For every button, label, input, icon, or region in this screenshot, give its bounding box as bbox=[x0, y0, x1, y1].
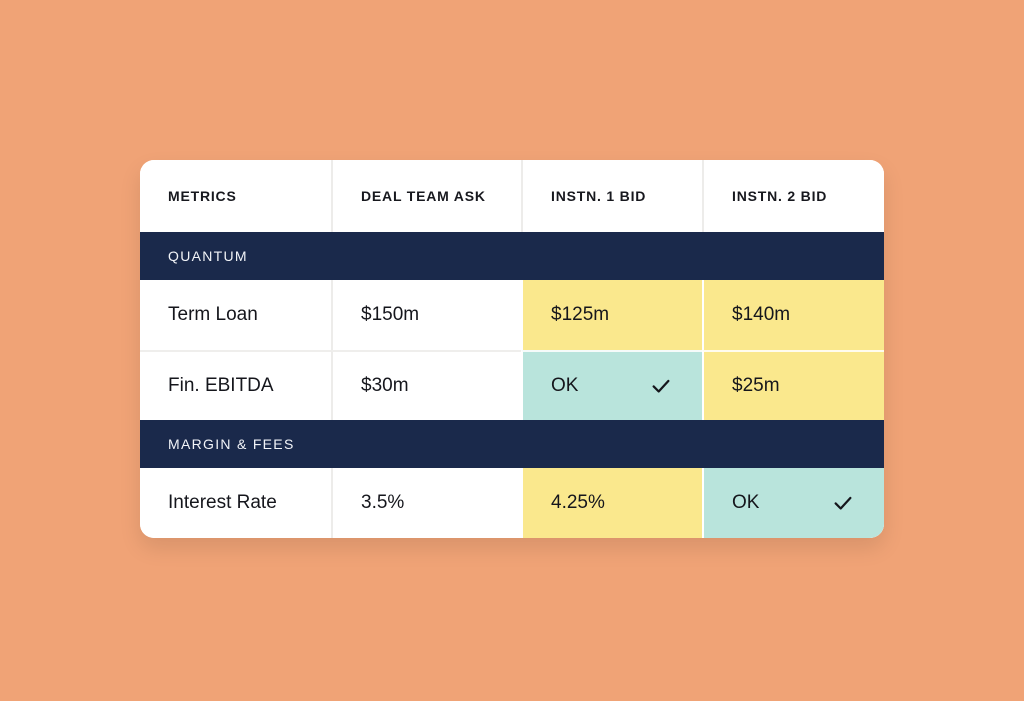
ask-cell: 3.5% bbox=[331, 468, 521, 538]
table-row-interest-rate: Interest Rate 3.5% 4.25% OK bbox=[140, 468, 884, 538]
table-row-term-loan: Term Loan $150m $125m $140m bbox=[140, 280, 884, 350]
bid2-cell: $25m bbox=[702, 350, 884, 420]
metric-cell: Fin. EBITDA bbox=[140, 350, 331, 420]
column-header-metrics: METRICS bbox=[168, 188, 237, 204]
section-header-quantum: QUANTUM bbox=[140, 232, 884, 280]
bid1-cell: $125m bbox=[521, 280, 702, 350]
column-header-deal-team-ask: DEAL TEAM ASK bbox=[331, 160, 521, 232]
table-header-row: METRICS DEAL TEAM ASK INSTN. 1 BID INSTN… bbox=[140, 160, 884, 232]
table-row-fin-ebitda: Fin. EBITDA $30m OK $25m bbox=[140, 350, 884, 420]
deal-comparison-table: METRICS DEAL TEAM ASK INSTN. 1 BID INSTN… bbox=[140, 160, 884, 538]
metric-cell: Interest Rate bbox=[168, 492, 277, 513]
column-header-instn-2-bid: INSTN. 2 BID bbox=[702, 160, 884, 232]
section-header-margin-fees: MARGIN & FEES bbox=[140, 420, 884, 468]
bid1-cell: 4.25% bbox=[521, 468, 702, 538]
bid1-cell: OK bbox=[521, 350, 702, 420]
check-icon bbox=[650, 375, 672, 397]
bid2-cell: OK bbox=[702, 468, 884, 538]
metric-cell: Term Loan bbox=[168, 304, 258, 325]
check-icon bbox=[832, 492, 854, 514]
ask-cell: $30m bbox=[331, 350, 521, 420]
bid1-value: OK bbox=[551, 375, 579, 396]
ask-cell: $150m bbox=[331, 280, 521, 350]
bid2-cell: $140m bbox=[702, 280, 884, 350]
column-header-instn-1-bid: INSTN. 1 BID bbox=[521, 160, 702, 232]
bid2-value: OK bbox=[732, 492, 760, 513]
